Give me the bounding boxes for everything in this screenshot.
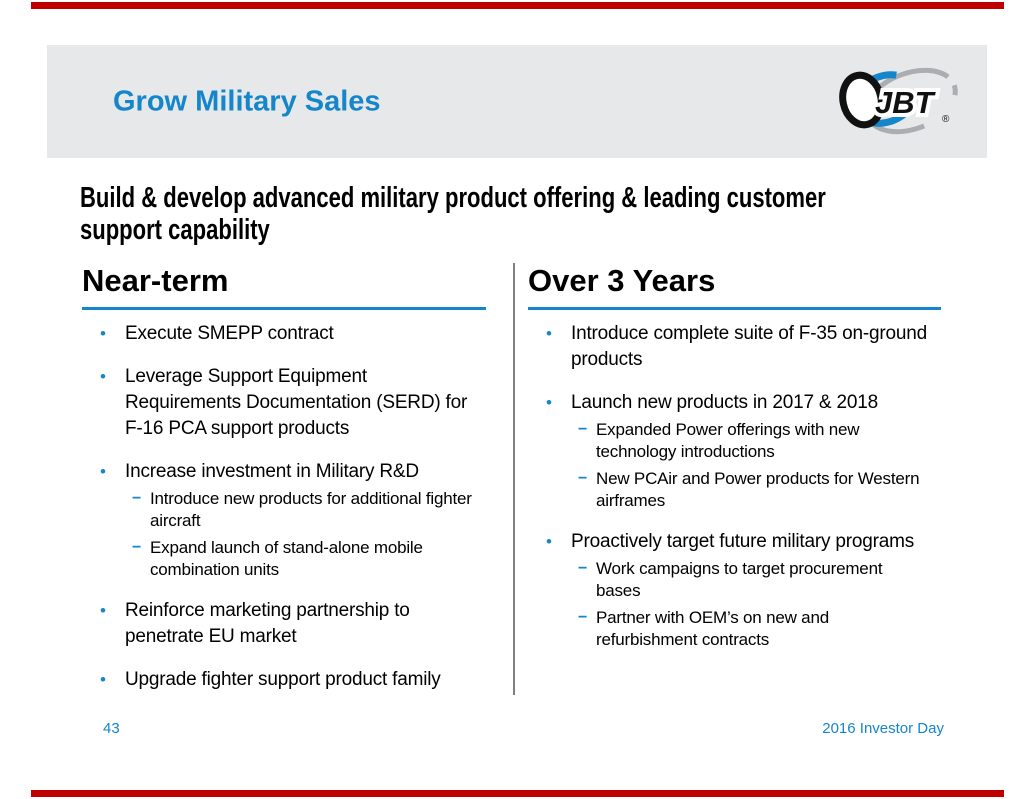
bullet-text: Proactively target future military progr… bbox=[571, 531, 915, 552]
page-title: Grow Military Sales bbox=[113, 85, 381, 117]
sub-bullet-item: − Partner with OEM’s on new and refurbis… bbox=[578, 607, 941, 651]
logo-text: JBT bbox=[875, 85, 937, 120]
logo-reg-mark: ® bbox=[942, 114, 950, 125]
column-heading: Over 3 Years bbox=[528, 263, 716, 298]
bullet-icon: • bbox=[546, 324, 552, 343]
jbt-logo: JBT ® bbox=[835, 58, 961, 145]
column-divider bbox=[513, 263, 515, 695]
heading-underline bbox=[82, 307, 486, 310]
bullet-item: • Launch new products in 2017 & 2018 − E… bbox=[528, 390, 941, 512]
bullet-item: • Reinforce marketing partnership to pen… bbox=[82, 598, 486, 650]
sub-bullet-item: − Work campaigns to target procurement b… bbox=[578, 558, 941, 602]
dash-icon: − bbox=[578, 609, 588, 626]
logo-black-oval bbox=[839, 71, 885, 129]
dash-icon: − bbox=[578, 470, 588, 487]
dash-icon: − bbox=[132, 490, 142, 507]
bullet-item: • Upgrade fighter support product family bbox=[82, 667, 486, 693]
bullet-item: • Increase investment in Military R&D − … bbox=[82, 459, 486, 581]
dash-icon: − bbox=[578, 560, 588, 577]
sub-bullet-text: New PCAir and Power products for Western… bbox=[596, 469, 920, 510]
dash-icon: − bbox=[132, 539, 142, 556]
sub-bullet-text: Partner with OEM’s on new and refurbishm… bbox=[596, 608, 829, 649]
top-accent-bar bbox=[31, 2, 1004, 9]
sub-bullet-item: − Expand launch of stand-alone mobile co… bbox=[132, 537, 486, 581]
bullet-item: • Introduce complete suite of F-35 on-gr… bbox=[528, 321, 941, 373]
sub-bullet-text: Introduce new products for additional fi… bbox=[150, 489, 472, 530]
bullet-item: • Execute SMEPP contract bbox=[82, 321, 486, 347]
bullet-text: Execute SMEPP contract bbox=[125, 323, 334, 344]
bullet-icon: • bbox=[546, 393, 552, 412]
bullet-text: Introduce complete suite of F-35 on-grou… bbox=[571, 323, 927, 370]
bottom-accent-bar bbox=[31, 790, 1004, 797]
jbt-logo-graphic: JBT ® bbox=[839, 67, 958, 135]
bullet-item: • Leverage Support Equipment Requirement… bbox=[82, 364, 486, 442]
page-number: 43 bbox=[103, 720, 120, 737]
column-over-3-years: Over 3 Years • Introduce complete suite … bbox=[528, 262, 941, 668]
footer-event-label: 2016 Investor Day bbox=[822, 720, 944, 737]
bullet-icon: • bbox=[100, 462, 106, 481]
bullet-text: Leverage Support Equipment Requirements … bbox=[125, 366, 468, 439]
sub-bullet-text: Expanded Power offerings with new techno… bbox=[596, 420, 860, 461]
column-heading: Near-term bbox=[82, 263, 229, 298]
bullet-text: Launch new products in 2017 & 2018 bbox=[571, 392, 878, 413]
bullet-icon: • bbox=[100, 367, 106, 386]
bullet-item: • Proactively target future military pro… bbox=[528, 529, 941, 651]
bullet-text: Increase investment in Military R&D bbox=[125, 461, 419, 482]
sub-bullet-item: − Expanded Power offerings with new tech… bbox=[578, 419, 941, 463]
header-band: Grow Military Sales JBT ® bbox=[47, 45, 987, 158]
sub-bullet-text: Work campaigns to target procurement bas… bbox=[596, 559, 883, 600]
heading-underline bbox=[528, 307, 941, 310]
sub-bullet-item: − Introduce new products for additional … bbox=[132, 488, 486, 532]
slide-subtitle: Build & develop advanced military produc… bbox=[80, 182, 826, 246]
column-near-term: Near-term • Execute SMEPP contract • Lev… bbox=[82, 262, 486, 710]
bullet-icon: • bbox=[100, 324, 106, 343]
bullet-icon: • bbox=[546, 532, 552, 551]
sub-bullet-text: Expand launch of stand-alone mobile comb… bbox=[150, 538, 423, 579]
dash-icon: − bbox=[578, 421, 588, 438]
sub-bullet-item: − New PCAir and Power products for Weste… bbox=[578, 468, 941, 512]
bullet-icon: • bbox=[100, 670, 106, 689]
bullet-text: Reinforce marketing partnership to penet… bbox=[125, 600, 410, 647]
bullet-icon: • bbox=[100, 601, 106, 620]
bullet-text: Upgrade fighter support product family bbox=[125, 669, 441, 690]
